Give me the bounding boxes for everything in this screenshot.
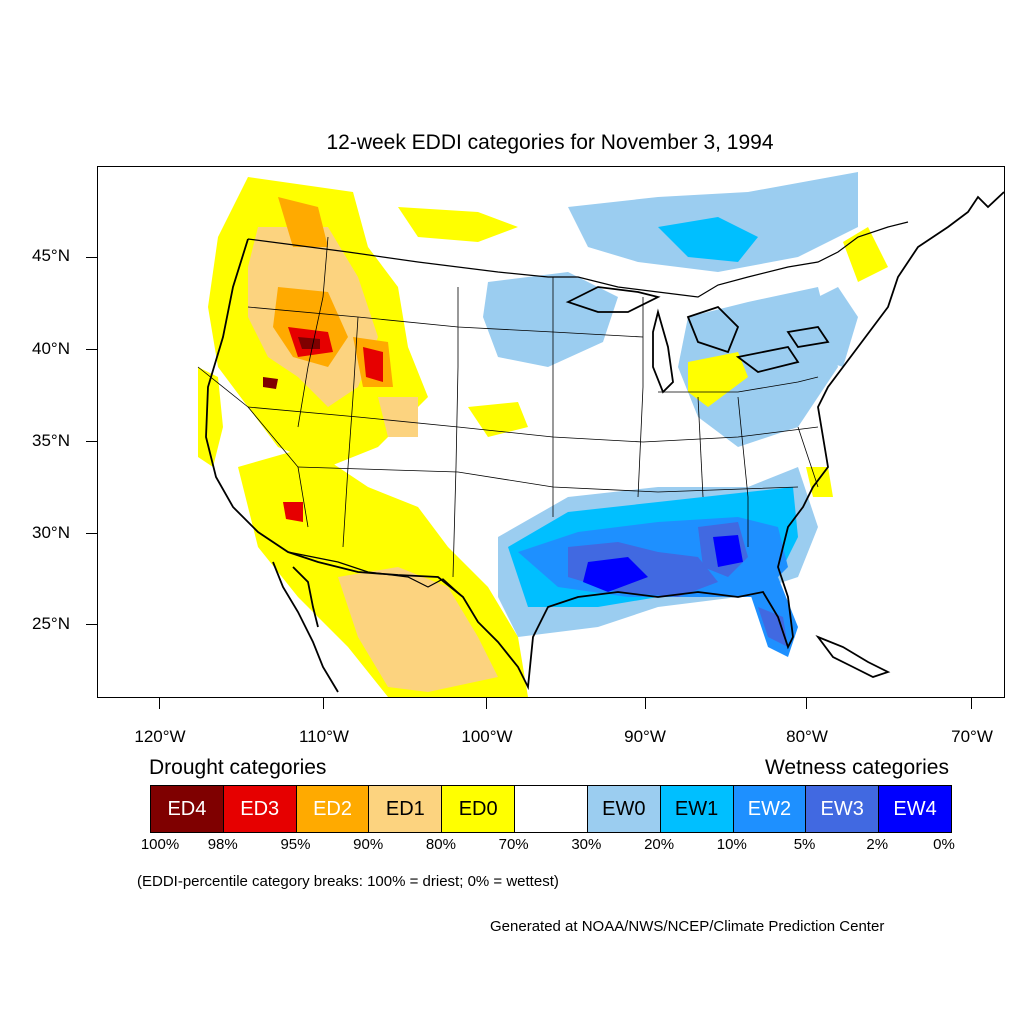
us-mexico-border <box>287 551 464 598</box>
state-borders <box>197 236 819 578</box>
lon-label-120: 120°W <box>134 727 186 746</box>
ew4-region-louisiana <box>583 557 648 592</box>
legend-ed1: ED1 <box>369 786 443 832</box>
legend-ed2: ED2 <box>296 786 370 832</box>
percent-break-label: 90% <box>353 836 384 853</box>
ew3-region-florida <box>758 607 788 647</box>
ed3-region-wyoming <box>363 347 383 382</box>
ew4-region-georgia <box>713 535 743 567</box>
legend-ed0: ED0 <box>442 786 516 832</box>
eddi-map <box>197 172 1004 697</box>
ed4-region-idaho <box>298 337 320 349</box>
lat-label-35: 35°N <box>32 431 70 450</box>
ed0-region-maine <box>843 227 888 282</box>
lon-label-110: 110°W <box>299 727 349 746</box>
ed1-region-mexico <box>338 567 498 692</box>
percent-break-label: 95% <box>280 836 311 853</box>
legend-ew3: EW3 <box>806 786 880 832</box>
legend-ew0: EW0 <box>587 786 661 832</box>
ed2-region-washington <box>278 197 328 247</box>
percent-break-label: 2% <box>866 836 889 853</box>
lat-tick <box>86 624 98 626</box>
lon-label-90: 90°W <box>624 727 666 746</box>
lon-label-70: 70°W <box>951 727 993 746</box>
percent-break-label: 10% <box>716 836 747 853</box>
wetness-heading: Wetness categories <box>764 756 949 779</box>
category-legend: ED4 ED3 ED2 ED1 ED0 EW0 EW1 EW2 EW3 EW4 <box>150 785 952 833</box>
lat-tick <box>86 257 98 259</box>
lat-label-45: 45°N <box>32 246 70 265</box>
ew1-region-lakes <box>658 217 758 262</box>
ed0-region-ohio <box>688 352 748 407</box>
legend-ew1: EW1 <box>660 786 734 832</box>
drought-heading: Drought categories <box>149 756 327 779</box>
lat-label-25: 25°N <box>32 614 70 633</box>
lon-tick <box>806 697 808 709</box>
lon-tick <box>971 697 973 709</box>
percent-break-label: 70% <box>498 836 529 853</box>
percent-break-label: 0% <box>933 836 955 853</box>
percent-break-label: 100% <box>140 836 180 853</box>
ew0-region-northeast <box>798 287 858 367</box>
ed0-region-montana-north <box>398 207 518 242</box>
map-frame <box>97 166 1005 698</box>
percent-break-label: 30% <box>571 836 602 853</box>
outline-layer <box>197 191 1004 693</box>
ew0-region-northern-plains <box>483 272 618 367</box>
ed0-region-kansas <box>468 402 528 437</box>
lon-tick <box>159 697 161 709</box>
lon-label-100: 100°W <box>461 727 513 746</box>
cuba-coast <box>815 634 891 678</box>
percent-break-label: 20% <box>644 836 675 853</box>
mexico-coast <box>272 561 339 693</box>
credit-line: Generated at NOAA/NWS/NCEP/Climate Predi… <box>490 918 885 935</box>
lat-tick <box>86 533 98 535</box>
category-note: (EDDI-percentile category breaks: 100% =… <box>137 873 559 890</box>
lat-tick <box>86 441 98 443</box>
legend-ew2: EW2 <box>733 786 807 832</box>
lon-label-80: 80°W <box>786 727 828 746</box>
legend-ew4: EW4 <box>879 786 951 832</box>
lat-tick <box>86 349 98 351</box>
legend-neutral <box>515 786 588 832</box>
ed3-region-arizona <box>283 502 303 522</box>
ed4-region-nevada <box>263 377 278 389</box>
lon-tick <box>486 697 488 709</box>
map-title: 12-week EDDI categories for November 3, … <box>326 131 774 154</box>
legend-ed4: ED4 <box>151 786 224 832</box>
percent-break-label: 80% <box>425 836 456 853</box>
lon-tick <box>323 697 325 709</box>
ew0-region-ohio-valley <box>678 287 838 447</box>
lon-tick <box>645 697 647 709</box>
us-canada-border <box>247 221 909 298</box>
legend-ed3: ED3 <box>223 786 297 832</box>
ed1-region-utah <box>378 397 418 437</box>
lat-label-40: 40°N <box>32 339 70 358</box>
lat-label-30: 30°N <box>32 523 70 542</box>
percent-break-label: 98% <box>207 836 238 853</box>
ed0-region-west-coast <box>198 367 223 467</box>
percent-break-label: 5% <box>793 836 816 853</box>
eddi-shading <box>198 172 888 697</box>
